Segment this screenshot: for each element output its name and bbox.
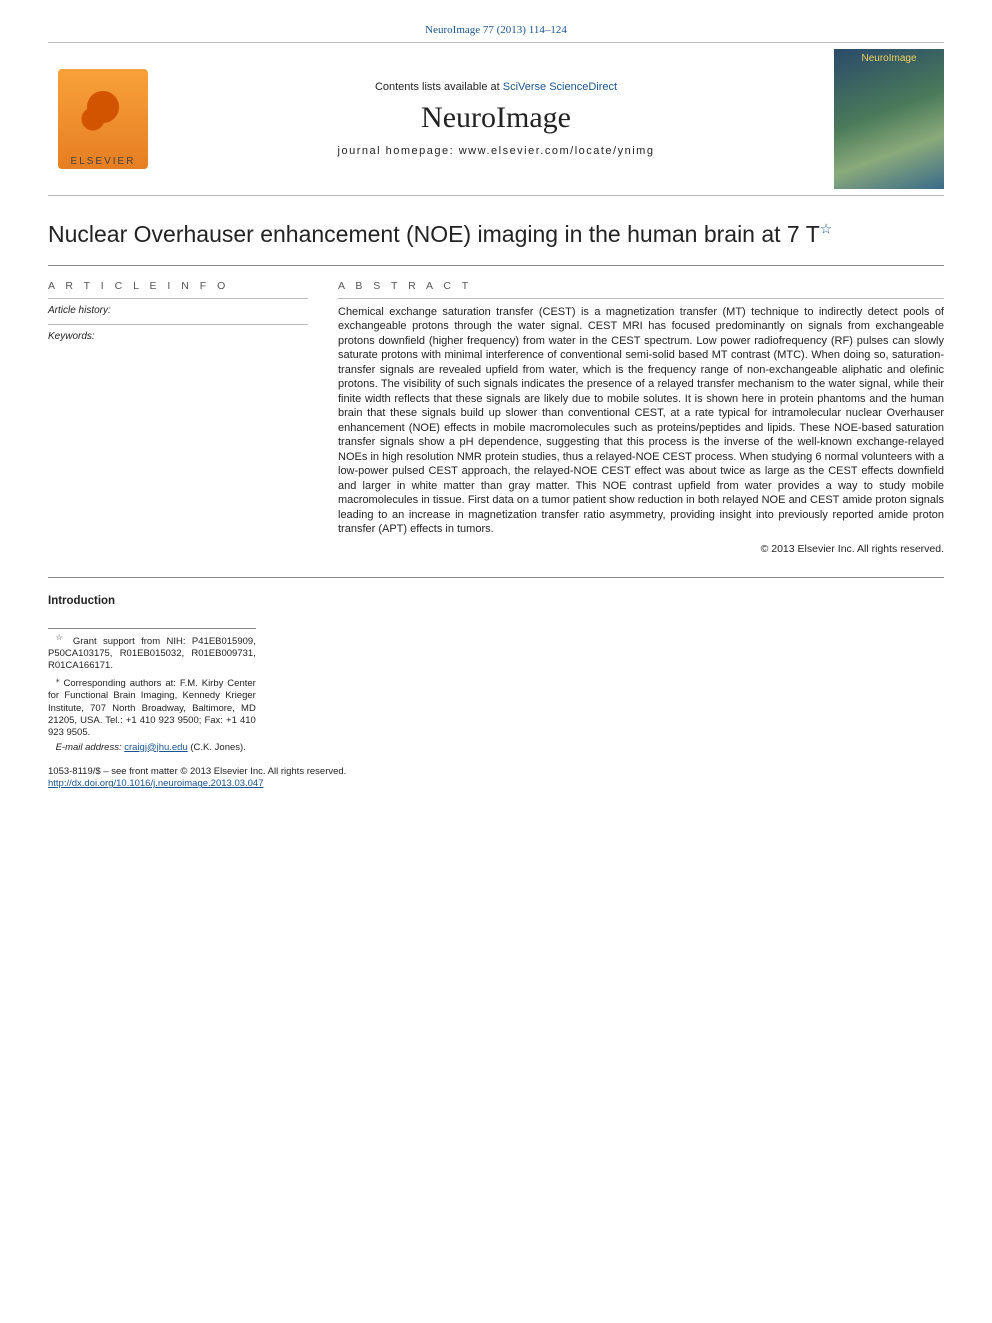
abstract-copyright: © 2013 Elsevier Inc. All rights reserved… xyxy=(338,543,944,555)
cover-thumbnail: NeuroImage xyxy=(834,49,944,189)
keywords-label: Keywords: xyxy=(48,331,308,342)
issue-citation[interactable]: NeuroImage 77 (2013) 114–124 xyxy=(48,24,944,36)
title-text: Nuclear Overhauser enhancement (NOE) ima… xyxy=(48,221,820,247)
contents-prefix: Contents lists available at xyxy=(375,81,503,93)
abstract-text: Chemical exchange saturation transfer (C… xyxy=(338,305,944,537)
corr-text: Corresponding authors at: F.M. Kirby Cen… xyxy=(48,678,256,738)
issn-line: 1053-8119/$ – see front matter © 2013 El… xyxy=(48,766,481,778)
title-footnote-mark: ☆ xyxy=(820,220,833,236)
abstract-heading: A B S T R A C T xyxy=(338,280,944,292)
masthead-center: Contents lists available at SciVerse Sci… xyxy=(174,81,818,157)
journal-masthead: ELSEVIER Contents lists available at Sci… xyxy=(48,42,944,196)
email-link[interactable]: craigj@jhu.edu xyxy=(124,742,188,753)
elsevier-tree-icon: ELSEVIER xyxy=(58,69,148,169)
journal-name: NeuroImage xyxy=(174,101,818,135)
sciencedirect-link[interactable]: SciVerse ScienceDirect xyxy=(503,81,617,93)
doi-link[interactable]: http://dx.doi.org/10.1016/j.neuroimage.2… xyxy=(48,778,264,789)
journal-homepage: journal homepage: www.elsevier.com/locat… xyxy=(174,145,818,157)
grant-text: Grant support from NIH: P41EB015909, P50… xyxy=(48,636,256,672)
corr-mark: ⁎ xyxy=(56,675,60,684)
intro-heading: Introduction xyxy=(48,594,481,610)
corresponding-footnote: ⁎ Corresponding authors at: F.M. Kirby C… xyxy=(48,675,256,740)
history-label: Article history: xyxy=(48,305,308,316)
abstract: A B S T R A C T Chemical exchange satura… xyxy=(338,280,944,555)
page-footer: 1053-8119/$ – see front matter © 2013 El… xyxy=(48,766,481,791)
article-title: Nuclear Overhauser enhancement (NOE) ima… xyxy=(48,220,944,249)
article-info: A R T I C L E I N F O Article history: K… xyxy=(48,280,308,555)
email-label: E-mail address: xyxy=(56,742,122,753)
body-col-right xyxy=(511,594,944,791)
section-rule xyxy=(48,577,944,578)
grant-mark: ☆ xyxy=(56,633,67,642)
email-footnote: E-mail address: craigj@jhu.edu (C.K. Jon… xyxy=(48,742,256,754)
contents-line: Contents lists available at SciVerse Sci… xyxy=(174,81,818,93)
body-columns: Introduction ☆ Grant support from NIH: P… xyxy=(48,594,944,791)
publisher-logo-box: ELSEVIER xyxy=(48,64,158,174)
email-person: (C.K. Jones). xyxy=(190,742,245,753)
footnotes: ☆ Grant support from NIH: P41EB015909, P… xyxy=(48,628,256,754)
grant-footnote: ☆ Grant support from NIH: P41EB015909, P… xyxy=(48,633,256,673)
body-col-left: Introduction ☆ Grant support from NIH: P… xyxy=(48,594,481,791)
article-info-heading: A R T I C L E I N F O xyxy=(48,280,308,292)
cover-label: NeuroImage xyxy=(834,53,944,64)
publisher-name: ELSEVIER xyxy=(71,156,136,167)
info-abstract-row: A R T I C L E I N F O Article history: K… xyxy=(48,265,944,555)
